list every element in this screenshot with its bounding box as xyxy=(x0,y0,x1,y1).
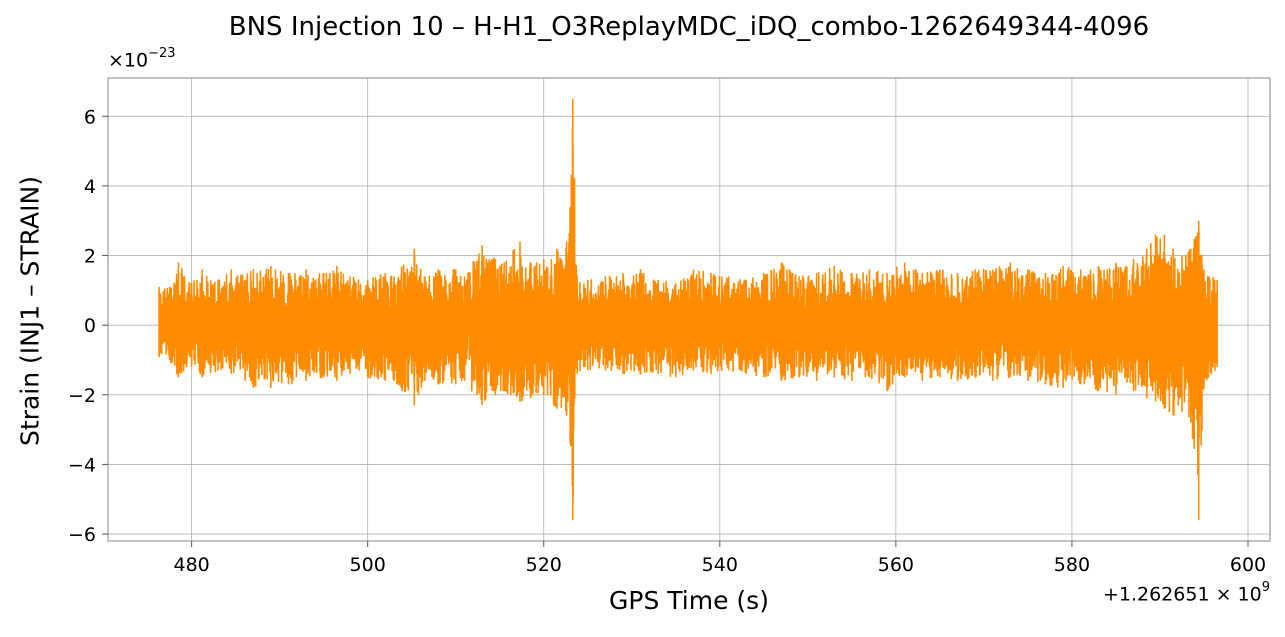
axes-frame xyxy=(107,77,1271,542)
x-axis-label: GPS Time (s) xyxy=(609,586,769,615)
y-tick-label: −2 xyxy=(68,385,96,407)
y-tick-label: 2 xyxy=(84,246,96,268)
y-tick-label: −6 xyxy=(68,524,96,546)
x-tick-label: 500 xyxy=(350,554,386,576)
y-axis-ticks: −6 −4 −2 0 2 4 6 xyxy=(68,106,108,546)
x-tick-label: 560 xyxy=(878,554,914,576)
y-tick-label: 6 xyxy=(84,106,96,128)
x-offset-prefix: +1.262651 × 10 xyxy=(1102,583,1262,606)
y-scale-label: ×10−23 xyxy=(108,46,176,72)
x-tick-label: 600 xyxy=(1230,554,1266,576)
x-axis-ticks: 480 500 520 540 560 580 600 xyxy=(173,541,1266,576)
x-tick-label: 520 xyxy=(526,554,562,576)
x-offset-exponent: 9 xyxy=(1261,580,1270,595)
y-scale-prefix: ×10 xyxy=(108,49,149,72)
y-scale-exponent: −23 xyxy=(148,46,176,61)
chart-title: BNS Injection 10 – H-H1_O3ReplayMDC_iDQ_… xyxy=(228,12,1150,42)
y-tick-label: 0 xyxy=(84,315,96,337)
y-tick-label: 4 xyxy=(84,176,96,198)
series-line-0 xyxy=(158,98,1218,521)
x-tick-label: 480 xyxy=(173,554,209,576)
x-offset-label: +1.262651 × 109 xyxy=(1102,580,1270,606)
y-axis-label: Strain (INJ1 – STRAIN) xyxy=(15,176,45,446)
plot-area xyxy=(158,98,1218,521)
y-tick-label: −4 xyxy=(68,454,96,476)
x-tick-label: 580 xyxy=(1054,554,1090,576)
x-tick-label: 540 xyxy=(702,554,738,576)
